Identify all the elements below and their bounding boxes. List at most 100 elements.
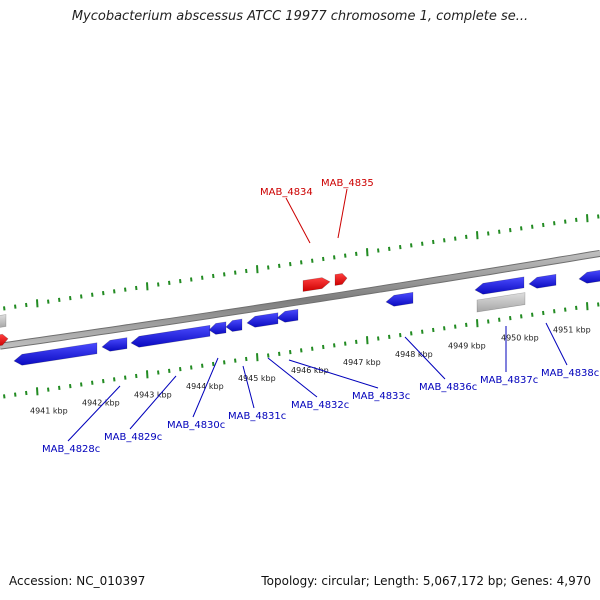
- tick-mark-bottom: [212, 361, 215, 367]
- tick-mark-bottom: [234, 358, 237, 363]
- gene-label-reverse[interactable]: MAB_4838c: [541, 368, 599, 379]
- kbp-label: 4943 kbp: [134, 390, 172, 399]
- tick-mark-bottom: [410, 331, 413, 336]
- chromosome-backbone: [0, 249, 600, 350]
- gene-arrow-forward[interactable]: [334, 273, 348, 286]
- tick-mark-top: [36, 299, 39, 308]
- tick-mark-top: [399, 244, 402, 250]
- gene-label-reverse[interactable]: MAB_4833c: [352, 391, 410, 402]
- gene-arrow-reverse[interactable]: [246, 312, 279, 328]
- gene-label-reverse[interactable]: MAB_4831c: [228, 411, 286, 422]
- gene-arrow-reverse[interactable]: [101, 337, 128, 352]
- gene-callout-line: [129, 375, 177, 430]
- gene-label-forward[interactable]: MAB_4834: [260, 187, 313, 198]
- tick-mark-bottom: [91, 380, 94, 385]
- tick-mark-top: [3, 306, 6, 311]
- tick-mark-top: [69, 296, 72, 301]
- tick-mark-bottom: [597, 302, 600, 307]
- tick-mark-bottom: [124, 375, 127, 380]
- gene-arrow-forward[interactable]: [0, 333, 9, 346]
- tick-mark-bottom: [366, 336, 369, 345]
- gene-arrow-reverse[interactable]: [528, 273, 557, 289]
- tick-mark-bottom: [256, 353, 259, 362]
- gene-callout-line: [67, 385, 121, 442]
- tick-mark-top: [553, 221, 556, 226]
- gene-label-reverse[interactable]: MAB_4830c: [167, 420, 225, 431]
- tick-mark-top: [300, 260, 303, 265]
- tick-mark-bottom: [432, 327, 435, 333]
- tick-mark-bottom: [498, 317, 501, 322]
- tick-mark-bottom: [135, 373, 138, 379]
- tick-mark-bottom: [157, 370, 160, 375]
- tick-mark-top: [597, 214, 600, 219]
- kbp-label: 4942 kbp: [82, 398, 120, 407]
- tick-mark-bottom: [190, 365, 193, 370]
- feature-box-gray[interactable]: [476, 292, 526, 313]
- feature-box-gray[interactable]: [0, 314, 7, 329]
- tick-mark-bottom: [553, 309, 556, 314]
- tick-mark-bottom: [223, 360, 226, 365]
- tick-mark-bottom: [278, 351, 281, 356]
- kbp-label: 4948 kbp: [395, 350, 433, 359]
- tick-mark-top: [509, 227, 512, 233]
- tick-mark-bottom: [322, 344, 325, 350]
- tick-mark-bottom: [311, 346, 314, 351]
- tick-mark-top: [333, 255, 336, 260]
- gene-label-reverse[interactable]: MAB_4832c: [291, 400, 349, 411]
- gene-label-reverse[interactable]: MAB_4829c: [104, 432, 162, 443]
- gene-callout-line: [267, 357, 318, 398]
- tick-mark-bottom: [520, 314, 523, 319]
- tick-mark-top: [289, 262, 292, 267]
- tick-mark-top: [377, 248, 380, 253]
- tick-mark-bottom: [69, 384, 72, 389]
- gene-arrow-reverse[interactable]: [130, 324, 211, 348]
- tick-mark-top: [355, 251, 358, 257]
- kbp-label: 4946 kbp: [291, 366, 329, 375]
- tick-mark-top: [410, 243, 413, 248]
- tick-mark-top: [223, 272, 226, 277]
- gene-callout-line: [285, 197, 311, 244]
- tick-mark-top: [344, 253, 347, 258]
- tick-mark-bottom: [3, 394, 6, 399]
- tick-mark-top: [454, 236, 457, 241]
- tick-mark-top: [443, 238, 446, 243]
- tick-mark-bottom: [388, 334, 391, 339]
- gene-label-reverse[interactable]: MAB_4828c: [42, 444, 100, 455]
- gene-callout-line: [545, 322, 568, 366]
- tick-mark-bottom: [333, 343, 336, 348]
- tick-mark-top: [256, 265, 259, 274]
- gene-arrow-reverse[interactable]: [474, 276, 525, 295]
- gene-callout-line: [242, 365, 255, 409]
- kbp-label: 4949 kbp: [448, 342, 486, 351]
- tick-mark-bottom: [47, 387, 50, 392]
- gene-arrow-forward[interactable]: [302, 277, 331, 292]
- gene-callout-line: [288, 359, 379, 389]
- tick-mark-bottom: [575, 305, 578, 311]
- kbp-label: 4947 kbp: [343, 358, 381, 367]
- gene-arrow-reverse[interactable]: [225, 318, 243, 332]
- tick-mark-bottom: [487, 319, 490, 324]
- tick-mark-bottom: [531, 312, 534, 317]
- gene-arrow-reverse[interactable]: [276, 308, 299, 323]
- tick-mark-bottom: [80, 382, 83, 387]
- tick-mark-top: [91, 292, 94, 297]
- feature-labels: 4941 kbp 4942 kbp 4943 kbp 4944 kbp 4945 kbp…: [30, 178, 599, 455]
- tick-mark-top: [190, 277, 193, 282]
- gene-label-forward[interactable]: MAB_4835: [321, 178, 374, 189]
- tick-mark-top: [520, 226, 523, 231]
- tick-mark-top: [564, 219, 567, 224]
- gene-arrow-reverse[interactable]: [578, 269, 600, 284]
- gene-arrow-reverse[interactable]: [208, 321, 227, 335]
- kbp-label: 4951 kbp: [553, 325, 591, 334]
- tick-mark-top: [586, 214, 589, 223]
- tick-mark-top: [124, 287, 127, 292]
- gene-label-reverse[interactable]: MAB_4837c: [480, 375, 538, 386]
- gene-arrow-reverse[interactable]: [13, 342, 98, 366]
- tick-mark-top: [278, 263, 281, 268]
- gene-arrow-reverse[interactable]: [385, 291, 414, 307]
- tick-mark-bottom: [564, 307, 567, 312]
- tick-mark-top: [245, 268, 248, 274]
- gene-label-reverse[interactable]: MAB_4836c: [419, 382, 477, 393]
